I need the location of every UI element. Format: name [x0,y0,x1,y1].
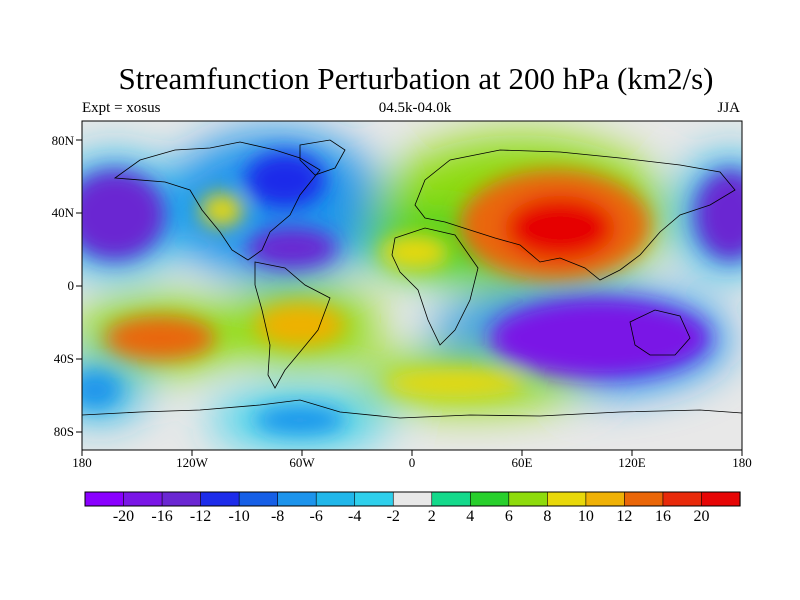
colorbar-cell [624,491,664,507]
colorbar-cell [508,491,548,507]
colorbar-label: -20 [112,508,135,525]
colorbar-cell [123,491,163,507]
lat-label-80s: 80S [53,424,74,439]
colorbar-label: 12 [616,508,633,525]
lat-label-40s: 40S [53,351,74,366]
colorbar-label: 20 [693,508,710,525]
colorbar-label: -10 [228,508,250,525]
lon-label-180w: 180 [72,455,92,470]
coastlines [82,139,742,419]
colorbar-cell [585,491,626,507]
colorbar-label: 10 [577,508,594,525]
colorbar-label: -4 [348,508,362,525]
colorbar-cell [161,491,202,507]
colorbar-cell [84,491,125,507]
colorbar-label: -8 [270,508,285,525]
lon-label-60e: 60E [511,455,533,470]
lon-label-180e: 180 [732,455,752,470]
map-title: Streamfunction Perturbation at 200 hPa (… [118,61,714,96]
colorbar-label: 8 [543,508,552,525]
north-america-coast [113,141,321,261]
lon-label-120e: 120E [618,455,646,470]
lon-label-120w: 120W [176,455,208,470]
africa-coast [391,227,479,346]
lat-label-40n: 40N [51,205,74,220]
difference-label: 04.5k-04.0k [378,100,452,116]
lon-label-60w: 60W [289,455,315,470]
colorbar-cell [701,491,741,507]
colorbar-label: -12 [189,508,212,525]
greenland-coast [299,139,346,176]
colorbar-cell [662,491,703,507]
colorbar-label: 6 [504,508,513,525]
anomaly-field-inner [82,152,742,434]
lat-label-80n: 80N [51,133,74,148]
colorbar-label: 2 [427,508,436,525]
colorbar-cell [200,491,240,507]
colorbar-label: -2 [386,508,400,525]
colorbar-cell [431,491,471,507]
colorbar-frame [84,491,741,507]
south-america-coast [254,261,331,389]
colorbar-label: -6 [309,508,323,525]
australia-coast [629,309,691,356]
colorbar-cell [238,491,279,507]
colorbar-cell [547,491,587,507]
eurasia-coast [414,149,736,281]
lat-label-equator: 0 [67,278,75,293]
colorbar-label: 4 [466,508,475,525]
antarctica-coast [82,399,742,419]
colorbar-cell [392,491,433,507]
colorbar-cell [277,491,317,507]
axis-ticks [76,139,743,456]
season-label: JJA [717,100,740,116]
colorbar-cell [469,491,510,507]
colorbar-cell [315,491,356,507]
experiment-label: Expt = xosus [82,100,161,116]
colorbar-label: -16 [151,508,173,525]
lon-label-0: 0 [408,455,416,470]
colorbar-cell [354,491,394,507]
colorbar-label: 16 [654,508,671,525]
